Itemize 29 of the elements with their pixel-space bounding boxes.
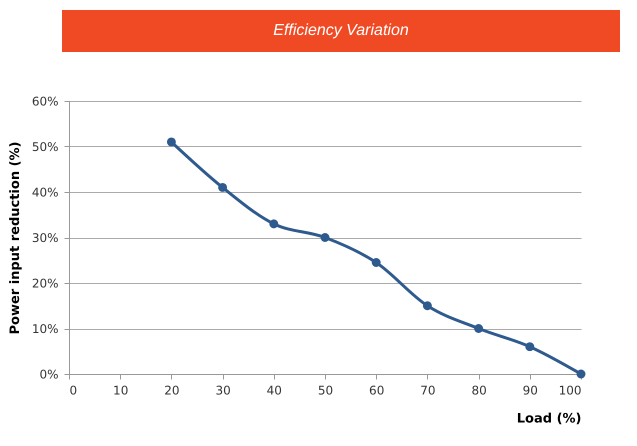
x-tick-label: 100 [558, 384, 582, 398]
x-tick-label: 80 [471, 384, 487, 398]
y-axis-title: Power input reduction (%) [8, 141, 23, 335]
point [269, 219, 278, 228]
x-tick-label: 40 [266, 384, 282, 398]
x-tick-label: 30 [215, 384, 231, 398]
y-tick-label: 20% [32, 276, 58, 290]
x-tick-label: 10 [113, 384, 128, 398]
point [218, 182, 228, 192]
y-tick-label: 30% [32, 231, 58, 245]
point [525, 342, 534, 352]
y-tick-label: 40% [32, 186, 58, 200]
y-tick-label: 0% [39, 368, 58, 382]
x-tick-label: 20 [164, 384, 180, 398]
y-tick-label: 50% [32, 140, 58, 154]
point [474, 324, 484, 333]
point [372, 258, 381, 267]
x-tick-label: 70 [420, 384, 436, 398]
chart-title: Efficiency Variation [62, 10, 620, 52]
point [166, 137, 176, 146]
x-axis-title: Load (%) [516, 412, 582, 426]
y-tick-label: 60% [32, 94, 58, 108]
x-tick-label: 60 [369, 384, 384, 398]
point [422, 301, 432, 310]
y-tick-label: 10% [32, 322, 58, 336]
x-tick-label: 50 [318, 384, 334, 398]
x-tick-label: 0 [70, 384, 78, 398]
point [320, 233, 330, 242]
x-tick-label: 90 [522, 384, 538, 398]
